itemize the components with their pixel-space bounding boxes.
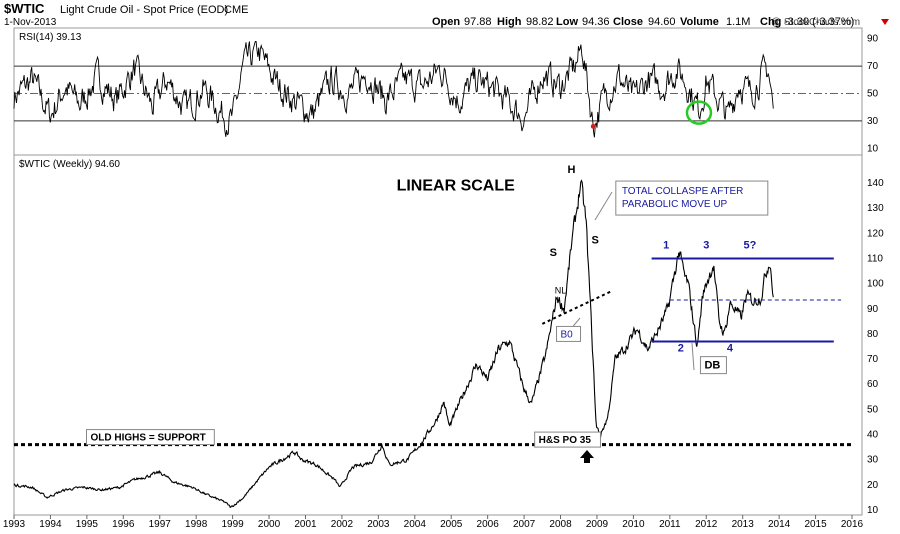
rsi-series-line (13, 40, 774, 138)
price-panel-frame (13, 154, 863, 516)
close-label: Close (613, 16, 643, 28)
x-tick-label: 1994 (39, 519, 62, 530)
x-tick-label: 2007 (513, 519, 536, 530)
price-y-tick-label: 130 (867, 203, 884, 214)
rsi-low-marker (590, 123, 596, 129)
rsi-y-tick-label: 30 (867, 116, 879, 127)
callout-text: PARABOLIC MOVE UP (622, 199, 728, 210)
exchange: CME (224, 4, 248, 16)
pattern-label: S (591, 234, 598, 246)
price-series-line (13, 179, 774, 508)
watermark: @ StockCharts.com (771, 17, 860, 28)
wave-label: 1 (663, 239, 669, 251)
x-tick-label: 2010 (622, 519, 645, 530)
x-tick-label: 2015 (804, 519, 827, 530)
label-box (86, 429, 215, 446)
x-tick-label: 1999 (221, 519, 244, 530)
x-tick-label: 2008 (549, 519, 572, 530)
rsi-y-tick-label: 10 (867, 143, 879, 154)
x-tick-label: 2000 (258, 519, 281, 530)
price-y-tick-label: 60 (867, 379, 879, 390)
rsi-panel-frame (13, 27, 863, 156)
open-value: 97.88 (464, 16, 492, 28)
callout-pointer (594, 191, 613, 221)
x-tick-label: 2011 (659, 519, 681, 530)
x-tick-label: 2004 (404, 519, 427, 530)
price-y-tick-label: 50 (867, 404, 879, 415)
up-arrow-icon (580, 450, 594, 463)
price-y-tick-label: 100 (867, 279, 884, 290)
x-tick-label: 2012 (695, 519, 718, 530)
x-tick-label: 1993 (3, 519, 26, 530)
rsi-y-tick-label: 90 (867, 34, 879, 45)
x-tick-label: 1998 (185, 519, 208, 530)
collapse-callout: TOTAL COLLASPE AFTER PARABOLIC MOVE UP (615, 180, 769, 216)
rsi-panel: RSI(14) 39.13 10 30 50 70 90 (13, 32, 879, 154)
wave-label: 5? (744, 239, 757, 251)
chg-value: -3.30 (-3.37%) (784, 16, 854, 28)
x-tick-label: 2003 (367, 519, 390, 530)
callout-box (615, 180, 769, 216)
pattern-label: H (567, 164, 575, 176)
label-box (534, 431, 601, 448)
callout-pointer (691, 342, 695, 371)
x-tick-label: 2002 (331, 519, 354, 530)
breakout-label: B0 (561, 329, 574, 340)
rsi-y-tick-label: 70 (867, 61, 879, 72)
pattern-label: S (550, 247, 557, 259)
price-y-tick-label: 10 (867, 505, 879, 516)
wave-label: 3 (703, 239, 709, 251)
high-label: High (497, 16, 522, 28)
label-box (699, 356, 727, 375)
rsi-y-tick-label: 50 (867, 89, 879, 100)
label-box (556, 325, 582, 342)
label-box-text: H&S PO 35 (539, 435, 592, 446)
x-tick-label: 2006 (477, 519, 500, 530)
price-y-tick-label: 40 (867, 430, 879, 441)
price-y-tick-label: 80 (867, 329, 879, 340)
x-tick-label: 2009 (586, 519, 609, 530)
linear-scale-label: LINEAR SCALE (397, 178, 516, 195)
x-tick-label: 2016 (841, 519, 864, 530)
price-y-tick-label: 70 (867, 354, 879, 365)
wave-label: 2 (678, 343, 684, 355)
volume-label: Volume (680, 16, 719, 28)
x-tick-label: 2005 (440, 519, 463, 530)
low-label: Low (556, 16, 578, 28)
chg-label: Chg (760, 16, 781, 28)
price-y-tick-label: 90 (867, 304, 879, 315)
x-tick-label: 2001 (294, 519, 317, 530)
x-tick-label: 1997 (149, 519, 172, 530)
symbol-name: Light Crude Oil - Spot Price (EOD) (60, 4, 228, 16)
volume-value: 1.1M (726, 16, 750, 28)
x-tick-label: 2014 (768, 519, 791, 530)
rsi-oversold-circle (685, 100, 713, 125)
open-label: Open (432, 16, 460, 28)
wave-label: 4 (727, 343, 734, 355)
double-bottom-label: DB (704, 360, 720, 372)
price-y-tick-label: 110 (867, 253, 883, 264)
price-y-tick-label: 140 (867, 178, 884, 189)
price-y-tick-label: 30 (867, 455, 879, 466)
high-value: 98.82 (526, 16, 554, 28)
low-value: 94.36 (582, 16, 610, 28)
symbol: $WTIC (4, 1, 45, 16)
x-tick-label: 1995 (76, 519, 99, 530)
date: 1-Nov-2013 (4, 17, 57, 28)
price-y-tick-label: 120 (867, 228, 884, 239)
rsi-panel-title: RSI(14) 39.13 (19, 32, 82, 43)
price-panel-title: $WTIC (Weekly) 94.60 (19, 159, 120, 170)
price-panel: $WTIC (Weekly) 94.60 10 20 30 40 50 60 70 80 90 1… (3, 159, 884, 530)
neckline-label: NL (555, 286, 567, 296)
chart-header: $WTIC Light Crude Oil - Spot Price (EOD)… (4, 1, 889, 28)
close-value: 94.60 (648, 16, 676, 28)
neckline (541, 290, 612, 325)
x-tick-label: 2013 (732, 519, 755, 530)
x-tick-label: 1996 (112, 519, 135, 530)
callout-text: TOTAL COLLASPE AFTER (622, 186, 744, 197)
price-y-tick-label: 20 (867, 480, 879, 491)
down-triangle-icon (881, 19, 889, 25)
label-box-text: OLD HIGHS = SUPPORT (91, 433, 206, 444)
